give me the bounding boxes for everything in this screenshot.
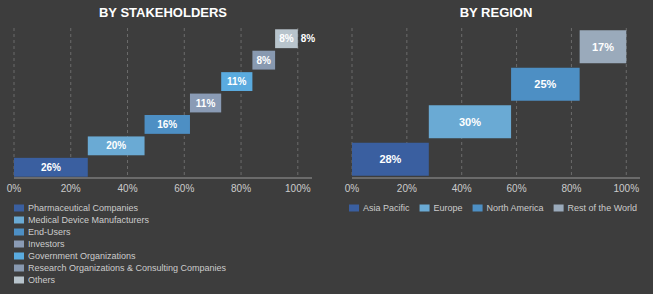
tick-label: 0% [7,183,22,194]
data-labels: 28% 30% 25% 17% [379,41,614,166]
legend-item: Government Organizations [14,251,136,261]
bar [252,51,275,70]
legend-label: Europe [434,203,463,213]
tick-label: 60% [174,183,194,194]
grid-line [184,28,185,178]
legend-item: Europe [420,203,463,213]
legend-item: Medical Device Manufacturers [14,215,150,225]
legend-label: Pharmaceutical Companies [28,203,139,213]
bar [145,115,190,134]
data-label: 11% [196,98,216,109]
legend-swatch [473,205,483,212]
data-label: 8% [257,55,272,66]
legend-label: Medical Device Manufacturers [28,215,150,225]
grid-line [571,28,572,178]
chart-title: BY REGION [460,5,533,20]
tick-label: 40% [452,183,472,194]
tick-label: 20% [61,183,81,194]
bar [88,136,145,155]
legend-item: Others [14,275,56,285]
legend-label: Investors [28,239,65,249]
tick-label: 40% [118,183,138,194]
legend-swatch [14,229,24,236]
grid-line [241,28,242,178]
grid-line [70,28,71,178]
legend-swatch [14,265,24,272]
legend-swatch [554,205,564,212]
bars [14,29,298,176]
legend-label: Research Organizations & Consulting Comp… [28,263,227,273]
legend: Pharmaceutical Companies Medical Device M… [14,203,227,285]
data-label: 11% [227,76,247,87]
bar [429,105,511,138]
tick-label: 60% [507,183,527,194]
legend-swatch [420,205,430,212]
legend-label: Rest of the World [568,203,637,213]
data-label: 28% [379,153,401,165]
legend-item: Asia Pacific [349,203,410,213]
bar [511,68,580,101]
chart-panel: BY STAKEHOLDERS0%20%40%60%80%100%26%20%1… [7,5,316,285]
axis-line [14,178,312,179]
legend-swatch [14,217,24,224]
data-label: 17% [592,41,614,53]
data-label: 8% [279,33,294,44]
legend-item: Investors [14,239,65,249]
legend-item: End-Users [14,227,71,237]
legend-item: Rest of the World [554,203,637,213]
data-label: 16% [157,119,177,130]
legend: Asia Pacific Europe North America Rest of t… [349,203,637,213]
tick-label: 100% [613,183,639,194]
data-label-outside: 8% [301,33,316,44]
data-label: 20% [106,140,126,151]
chart-panel: BY REGION 0% 20% 40% 60% 80% 100% 28% 30% 25% 17% A… [345,5,640,213]
legend-item: Pharmaceutical Companies [14,203,139,213]
legend-label: End-Users [28,227,71,237]
bar [275,29,298,48]
background [0,0,653,294]
tick-label: 20% [397,183,417,194]
grid-line [14,28,15,178]
legend-label: Asia Pacific [363,203,410,213]
bars [352,30,626,176]
tick-label: 0% [345,183,360,194]
grid-line [461,28,462,178]
chart-root: BY STAKEHOLDERS0%20%40%60%80%100%26%20%1… [0,0,653,294]
data-labels: 26% 20% 16% 11% 11% 8% 8% 8% [41,33,315,173]
legend-label: North America [487,203,544,213]
legend-item: North America [473,203,544,213]
data-label: 26% [41,162,61,173]
bar [352,143,429,176]
data-label: 25% [534,78,556,90]
bar [580,30,627,63]
legend-swatch [14,241,24,248]
bar [221,72,252,91]
tick-label: 80% [231,183,251,194]
grid-line [127,28,128,178]
axis-line [352,178,640,179]
tick-label: 100% [285,183,311,194]
chart-title: BY STAKEHOLDERS [99,5,227,20]
data-label: 30% [459,116,481,128]
legend-swatch [14,277,24,284]
legend-swatch [349,205,359,212]
legend-label: Others [28,275,56,285]
legend-label: Government Organizations [28,251,136,261]
legend-swatch [14,253,24,260]
bar [190,94,221,113]
bar [14,158,88,177]
legend-item: Research Organizations & Consulting Comp… [14,263,227,273]
legend-swatch [14,205,24,212]
grid-line [297,28,298,178]
tick-label: 80% [561,183,581,194]
grid-line [516,28,517,178]
